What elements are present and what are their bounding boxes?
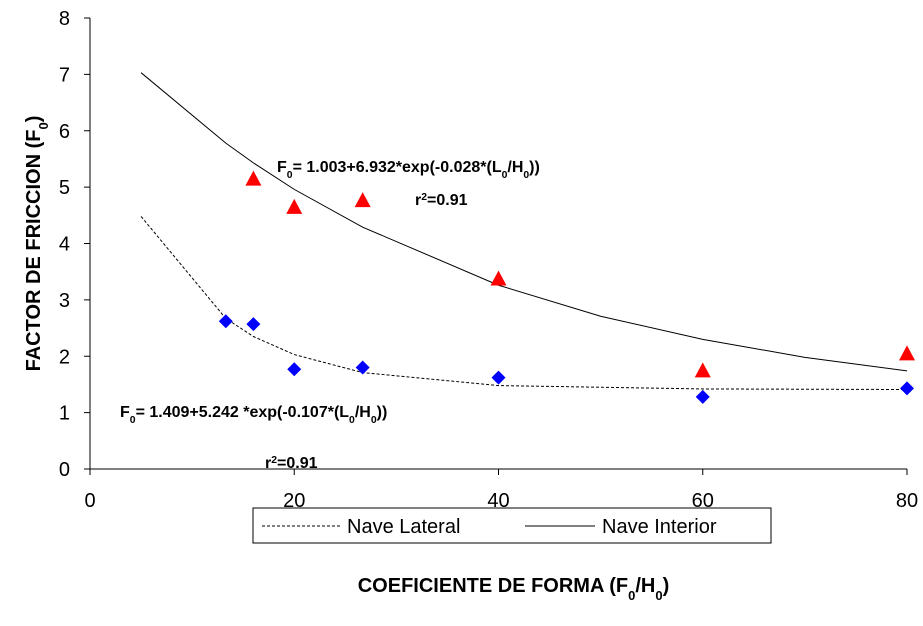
y-tick-label: 1: [59, 403, 70, 425]
fit-equation: r2=0.91: [415, 192, 468, 210]
fit-line: [140, 216, 908, 391]
text-part: r: [415, 192, 421, 209]
legend-label: Nave Interior: [602, 516, 717, 538]
text-part: = 1.003+6.932*exp(-0.028*(L: [293, 159, 502, 176]
x-tick-label: 0: [84, 490, 95, 512]
triangle-marker: [899, 345, 915, 361]
script-text: 0: [502, 170, 508, 181]
fit-line: [140, 72, 908, 372]
y-tick-label: 3: [59, 290, 70, 312]
text-part: COEFICIENTE DE FORMA (F: [358, 575, 628, 597]
text-part: )): [529, 159, 540, 176]
text-part: = 1.409+5.242 *exp(-0.107*(L: [136, 404, 350, 421]
script-text: 0: [523, 170, 529, 181]
diamond-marker: [355, 360, 370, 375]
script-text: 2: [271, 455, 277, 466]
y-tick-label: 5: [59, 177, 70, 199]
legend-label: Nave Lateral: [347, 516, 460, 538]
x-tick-label: 60: [692, 490, 714, 512]
y-tick-label: 8: [59, 8, 70, 30]
text-part: ): [23, 116, 45, 123]
diamond-marker: [287, 362, 302, 377]
y-tick-label: 0: [59, 459, 70, 481]
script-text: 0: [130, 415, 136, 426]
text-part: =0.91: [427, 192, 468, 209]
text-part: /H: [635, 575, 655, 597]
y-axis-title: FACTOR DE FRICCION (F0): [23, 116, 51, 372]
x-tick-label: 20: [283, 490, 305, 512]
x-tick-label: 40: [487, 490, 509, 512]
y-tick-label: 4: [59, 234, 70, 256]
text-part: )): [377, 404, 388, 421]
triangle-marker: [354, 192, 371, 208]
triangle-marker: [245, 170, 262, 186]
diamond-marker: [695, 389, 710, 404]
triangle-marker: [286, 198, 303, 214]
text-part: =0.91: [277, 455, 318, 472]
diamond-marker: [900, 381, 914, 396]
script-text: 0: [655, 588, 662, 603]
y-tick-label: 2: [59, 346, 70, 368]
text-part: /H: [355, 404, 371, 421]
y-tick-label: 7: [59, 64, 70, 86]
script-text: 0: [371, 415, 377, 426]
x-tick-label: 80: [896, 490, 918, 512]
text-part: r: [265, 455, 271, 472]
triangle-marker: [694, 362, 711, 378]
script-text: 0: [628, 588, 635, 603]
script-text: 0: [36, 122, 51, 129]
y-tick-label: 6: [59, 121, 70, 143]
diamond-marker: [218, 314, 233, 329]
fit-equation: F0= 1.409+5.242 *exp(-0.107*(L0/H0)): [120, 404, 387, 426]
script-text: 0: [349, 415, 355, 426]
text-part: /H: [507, 159, 523, 176]
text-part: ): [663, 575, 670, 597]
diamond-marker: [246, 317, 261, 332]
text-part: FACTOR DE FRICCION (F: [23, 130, 45, 372]
triangle-marker: [490, 270, 507, 286]
text-part: F: [120, 404, 130, 421]
fit-equation: F0= 1.003+6.932*exp(-0.028*(L0/H0)): [277, 159, 540, 181]
diamond-marker: [491, 370, 506, 385]
x-axis-title: COEFICIENTE DE FORMA (F0/H0): [358, 575, 670, 603]
fit-equation: r2=0.91: [265, 455, 318, 473]
script-text: 2: [421, 192, 427, 203]
text-part: F: [277, 159, 287, 176]
script-text: 0: [287, 170, 293, 181]
